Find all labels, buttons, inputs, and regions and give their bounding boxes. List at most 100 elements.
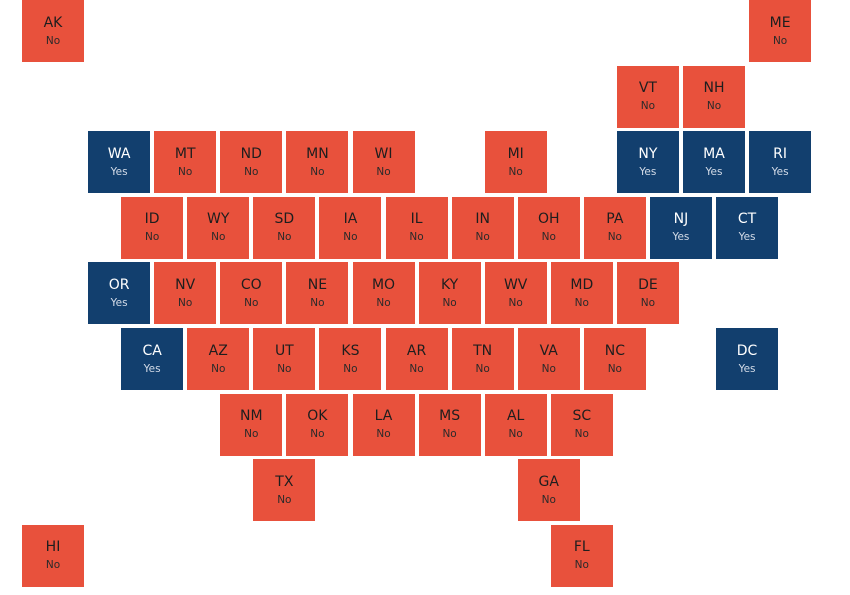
state-tile-mo[interactable]: MO No: [352, 262, 415, 325]
state-tile-wv[interactable]: WV No: [484, 262, 547, 325]
state-abbr: NE: [307, 276, 328, 293]
state-abbr: DE: [638, 276, 658, 293]
state-tile-oh[interactable]: OH No: [517, 196, 580, 259]
state-value: Yes: [110, 296, 128, 309]
state-tile-id[interactable]: ID No: [121, 196, 184, 259]
state-tile-tn[interactable]: TN No: [451, 328, 514, 390]
state-tile-mt[interactable]: MT No: [154, 131, 217, 194]
state-value: No: [640, 296, 656, 309]
state-tile-ak[interactable]: AK No: [22, 0, 84, 62]
state-value: No: [541, 493, 556, 506]
state-tile-va[interactable]: VA No: [517, 328, 580, 390]
state-value: No: [211, 231, 226, 244]
state-tile-ia[interactable]: IA No: [319, 196, 382, 259]
state-value: Yes: [705, 165, 723, 178]
state-tile-nm[interactable]: NM No: [220, 393, 283, 456]
state-abbr: MI: [507, 145, 524, 162]
state-abbr: MN: [306, 145, 329, 162]
state-abbr: MA: [703, 145, 725, 162]
state-abbr: WI: [374, 145, 393, 162]
state-tile-wy[interactable]: WY No: [187, 196, 250, 259]
state-value: No: [640, 100, 656, 113]
state-tile-pa[interactable]: PA No: [583, 196, 646, 259]
state-value: No: [508, 428, 523, 441]
state-abbr: NV: [175, 276, 196, 293]
state-tile-ok[interactable]: OK No: [286, 393, 349, 456]
state-tile-wi[interactable]: WI No: [352, 131, 415, 194]
state-tile-co[interactable]: CO No: [220, 262, 283, 325]
state-value: Yes: [672, 231, 690, 244]
state-tile-al[interactable]: AL No: [484, 393, 547, 456]
state-tile-ut[interactable]: UT No: [253, 328, 316, 390]
state-tile-me[interactable]: ME No: [749, 0, 812, 62]
state-abbr: MD: [570, 276, 594, 293]
state-value: No: [310, 428, 325, 441]
state-tile-ri[interactable]: RI Yes: [749, 131, 812, 194]
state-tile-nd[interactable]: ND No: [220, 131, 283, 194]
state-tile-wa[interactable]: WA Yes: [88, 131, 151, 194]
state-value: Yes: [771, 165, 789, 178]
state-tile-nc[interactable]: NC No: [583, 328, 646, 390]
state-abbr: HI: [45, 539, 61, 556]
state-abbr: IA: [343, 211, 358, 228]
state-value: No: [409, 231, 424, 244]
state-tile-ms[interactable]: MS No: [418, 393, 481, 456]
state-abbr: GA: [538, 473, 559, 490]
state-tile-la[interactable]: LA No: [352, 393, 415, 456]
state-tile-ny[interactable]: NY Yes: [616, 131, 679, 194]
state-abbr: RI: [773, 145, 788, 162]
state-tile-sc[interactable]: SC No: [550, 393, 613, 456]
state-value: No: [178, 296, 193, 309]
state-abbr: CT: [737, 211, 757, 228]
state-abbr: NC: [604, 342, 625, 359]
state-tile-in[interactable]: IN No: [451, 196, 514, 259]
state-value: No: [541, 362, 556, 375]
state-tile-nj[interactable]: NJ Yes: [649, 196, 712, 259]
state-tile-ks[interactable]: KS No: [319, 328, 382, 390]
state-abbr: VT: [638, 80, 657, 97]
state-abbr: LA: [374, 408, 393, 425]
state-abbr: IL: [410, 211, 423, 228]
state-tile-mi[interactable]: MI No: [484, 131, 547, 194]
state-abbr: SC: [572, 408, 592, 425]
state-tile-or[interactable]: OR Yes: [88, 262, 151, 325]
state-tile-hi[interactable]: HI No: [22, 524, 84, 587]
state-tile-vt[interactable]: VT No: [616, 65, 679, 128]
state-tile-il[interactable]: IL No: [385, 196, 448, 259]
state-tile-ma[interactable]: MA Yes: [683, 131, 745, 194]
state-tile-tx[interactable]: TX No: [253, 459, 316, 522]
state-tile-ky[interactable]: KY No: [418, 262, 481, 325]
state-tile-de[interactable]: DE No: [616, 262, 679, 325]
state-value: No: [376, 296, 391, 309]
state-tile-fl[interactable]: FL No: [550, 524, 613, 587]
state-value: No: [574, 428, 589, 441]
state-abbr: CA: [142, 342, 162, 359]
state-abbr: NM: [240, 408, 263, 425]
state-tile-dc[interactable]: DC Yes: [716, 328, 779, 390]
state-tile-nh[interactable]: NH No: [683, 65, 745, 128]
state-abbr: WY: [207, 211, 230, 228]
state-value: No: [310, 165, 325, 178]
state-value: No: [409, 362, 424, 375]
state-abbr: DC: [736, 342, 758, 359]
state-abbr: AK: [43, 14, 63, 31]
state-value: Yes: [738, 362, 756, 375]
state-tile-ct[interactable]: CT Yes: [716, 196, 779, 259]
state-tile-md[interactable]: MD No: [550, 262, 613, 325]
state-tile-ar[interactable]: AR No: [385, 328, 448, 390]
state-abbr: ME: [769, 14, 791, 31]
state-tile-ne[interactable]: NE No: [286, 262, 349, 325]
state-abbr: NJ: [673, 211, 689, 228]
state-tile-ca[interactable]: CA Yes: [121, 328, 184, 390]
state-tile-nv[interactable]: NV No: [154, 262, 217, 325]
state-value: No: [211, 362, 226, 375]
state-tile-mn[interactable]: MN No: [286, 131, 349, 194]
state-abbr: MO: [371, 276, 396, 293]
state-abbr: IN: [475, 211, 490, 228]
state-tile-sd[interactable]: SD No: [253, 196, 316, 259]
state-value: No: [145, 231, 160, 244]
state-value: No: [442, 296, 457, 309]
state-tile-ga[interactable]: GA No: [517, 459, 580, 522]
state-value: No: [574, 296, 589, 309]
state-tile-az[interactable]: AZ No: [187, 328, 250, 390]
